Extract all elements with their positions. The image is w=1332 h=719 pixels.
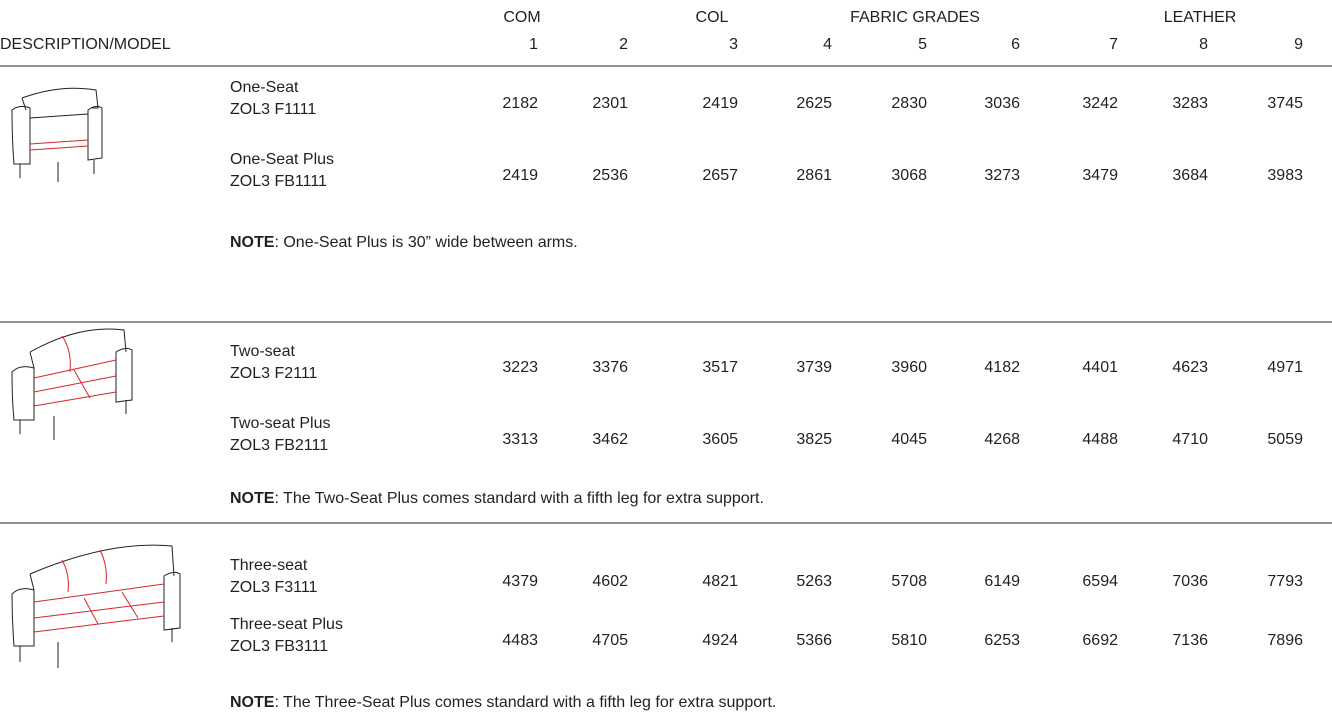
price: 3223 [502,359,538,376]
price: 3273 [984,167,1020,184]
product-name: One-Seat Plus [230,151,334,168]
price: 4821 [702,573,738,590]
one-seat-icon [11,87,103,182]
price: 5708 [891,573,927,590]
grade-label: 9 [1294,36,1303,53]
group-label: LEATHER [1164,9,1237,26]
price: 4483 [502,632,538,649]
three-seat-icon [11,544,181,668]
price: 4045 [891,431,927,448]
price: 3825 [796,431,832,448]
price: 3739 [796,359,832,376]
price: 3242 [1082,95,1118,112]
price: 4602 [592,573,628,590]
price: 2625 [796,95,832,112]
price: 6594 [1082,573,1118,590]
model-number: ZOL3 F2111 [230,365,318,382]
price: 5059 [1267,431,1303,448]
grade-label: 6 [1011,36,1020,53]
price: 2536 [592,167,628,184]
price: 4379 [502,573,538,590]
price: 2182 [502,95,538,112]
grade-label: 7 [1109,36,1118,53]
price: 2301 [592,95,628,112]
group-label: FABRIC GRADES [850,9,980,26]
price: 2861 [796,167,832,184]
price: 7896 [1267,632,1303,649]
group-label: COL [696,9,729,26]
price: 5263 [796,573,832,590]
note-text: : The Two-Seat Plus comes standard with … [274,490,763,507]
group-label: COM [503,9,540,26]
product-name: Three-seat [230,557,308,574]
note-text: : The Three-Seat Plus comes standard wit… [274,694,776,711]
grade-label: 8 [1199,36,1208,53]
price: 2419 [502,167,538,184]
price: 3605 [702,431,738,448]
price: 3684 [1172,167,1208,184]
price: 2830 [891,95,927,112]
price: 3960 [891,359,927,376]
price: 7793 [1267,573,1303,590]
price: 3479 [1082,167,1118,184]
note-label: NOTE [230,490,275,507]
price: 2657 [702,167,738,184]
product-name: Two-seat [230,343,295,360]
price: 4401 [1082,359,1118,376]
note: NOTE: The Three-Seat Plus comes standard… [230,694,776,711]
price: 6253 [984,632,1020,649]
two-seat-icon [11,328,133,440]
price: 3745 [1267,95,1303,112]
model-number: ZOL3 F3111 [230,579,318,596]
grade-label: 4 [823,36,832,53]
price: 3462 [592,431,628,448]
price: 2419 [702,95,738,112]
product-name: Two-seat Plus [230,415,330,432]
note: NOTE: The Two-Seat Plus comes standard w… [230,490,764,507]
note-text: : One-Seat Plus is 30” wide between arms… [274,234,577,251]
price: 3983 [1267,167,1303,184]
price: 5366 [796,632,832,649]
price: 4705 [592,632,628,649]
price: 3376 [592,359,628,376]
price: 7136 [1172,632,1208,649]
price: 4971 [1267,359,1303,376]
model-number: ZOL3 FB2111 [230,437,328,454]
price: 3036 [984,95,1020,112]
column-header: DESCRIPTION/MODEL [0,36,171,53]
product-name: Three-seat Plus [230,616,343,633]
price: 6692 [1082,632,1118,649]
price: 4623 [1172,359,1208,376]
note: NOTE: One-Seat Plus is 30” wide between … [230,234,578,251]
price: 7036 [1172,573,1208,590]
price: 5810 [891,632,927,649]
price: 3283 [1172,95,1208,112]
grade-label: 2 [619,36,628,53]
price: 4182 [984,359,1020,376]
product-name: One-Seat [230,79,299,96]
price: 4268 [984,431,1020,448]
price: 3313 [502,431,538,448]
model-number: ZOL3 F1111 [230,101,316,118]
price: 3068 [891,167,927,184]
price: 4924 [702,632,738,649]
price: 4710 [1172,431,1208,448]
grade-label: 1 [529,36,538,53]
grade-label: 3 [729,36,738,53]
note-label: NOTE [230,694,275,711]
price: 6149 [984,573,1020,590]
model-number: ZOL3 FB1111 [230,173,327,190]
price: 3517 [702,359,738,376]
price: 4488 [1082,431,1118,448]
note-label: NOTE [230,234,275,251]
model-number: ZOL3 FB3111 [230,638,328,655]
grade-label: 5 [918,36,927,53]
